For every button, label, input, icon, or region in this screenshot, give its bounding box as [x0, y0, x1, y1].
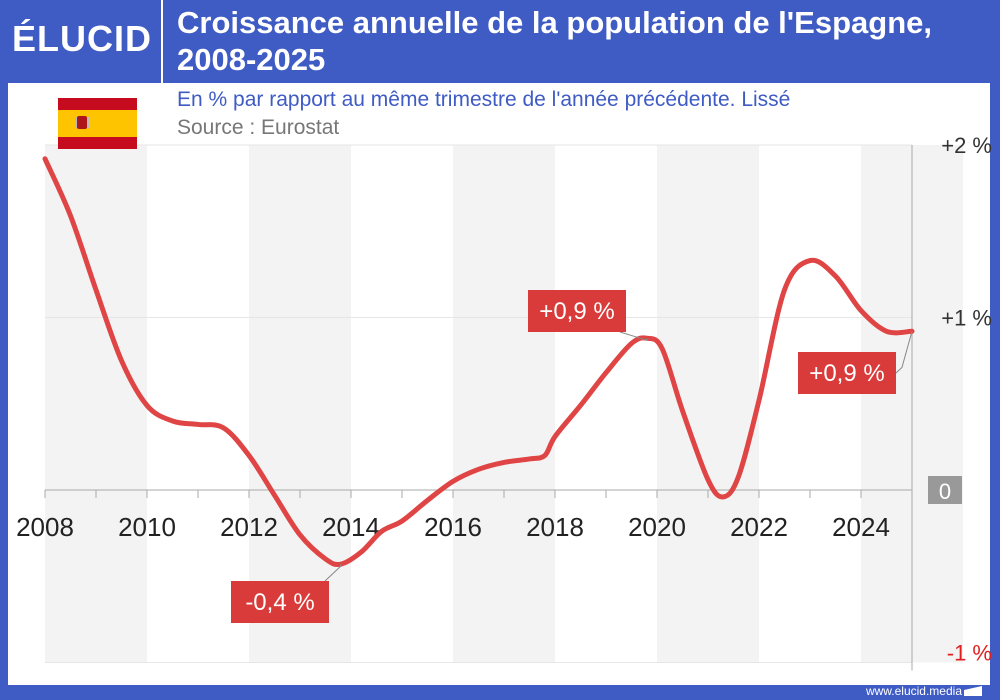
annotation-box: [528, 290, 626, 332]
background-band: [249, 145, 351, 663]
annotation-label: +0,9 %: [809, 360, 884, 387]
series-line: [42, 156, 915, 568]
y-tick-label: +1 %: [941, 306, 992, 331]
annotation-leader: [619, 331, 648, 341]
x-tick-label: 2024: [832, 512, 890, 542]
background-band: [453, 145, 555, 663]
annotation-box: [798, 352, 896, 394]
zero-label-bg: [928, 476, 962, 504]
annotation-label: +0,9 %: [539, 298, 614, 325]
x-tick-label: 2016: [424, 512, 482, 542]
x-tick-label: 2010: [118, 512, 176, 542]
background-band: [657, 145, 759, 663]
y-tick-label: +2 %: [941, 133, 992, 158]
x-tick-label: 2014: [322, 512, 380, 542]
annotation-label: -0,4 %: [245, 589, 314, 616]
spain-flag-icon: [58, 98, 137, 149]
y-tick-label: -1 %: [947, 641, 992, 666]
y-tick-label: 0: [939, 479, 951, 504]
elucid-logo: ÉLUCID: [12, 18, 152, 59]
elucid-mark-icon: [964, 686, 982, 696]
chart-subtitle: En % par rapport au même trimestre de l'…: [177, 88, 791, 111]
chart-title: Croissance annuelle de la population de …: [177, 5, 932, 77]
chart-source: Source : Eurostat: [177, 116, 340, 139]
annotation-leader: [324, 564, 342, 582]
header-divider: [161, 0, 163, 83]
background-band: [45, 145, 147, 663]
header: ÉLUCID Croissance annuelle de la populat…: [0, 0, 1000, 83]
x-tick-label: 2008: [16, 512, 74, 542]
x-tick-label: 2020: [628, 512, 686, 542]
annotation-leader: [895, 331, 913, 374]
x-tick-label: 2012: [220, 512, 278, 542]
footer-url[interactable]: www.elucid.media: [865, 684, 962, 698]
x-tick-label: 2018: [526, 512, 584, 542]
x-tick-label: 2022: [730, 512, 788, 542]
annotation-box: [231, 581, 329, 623]
